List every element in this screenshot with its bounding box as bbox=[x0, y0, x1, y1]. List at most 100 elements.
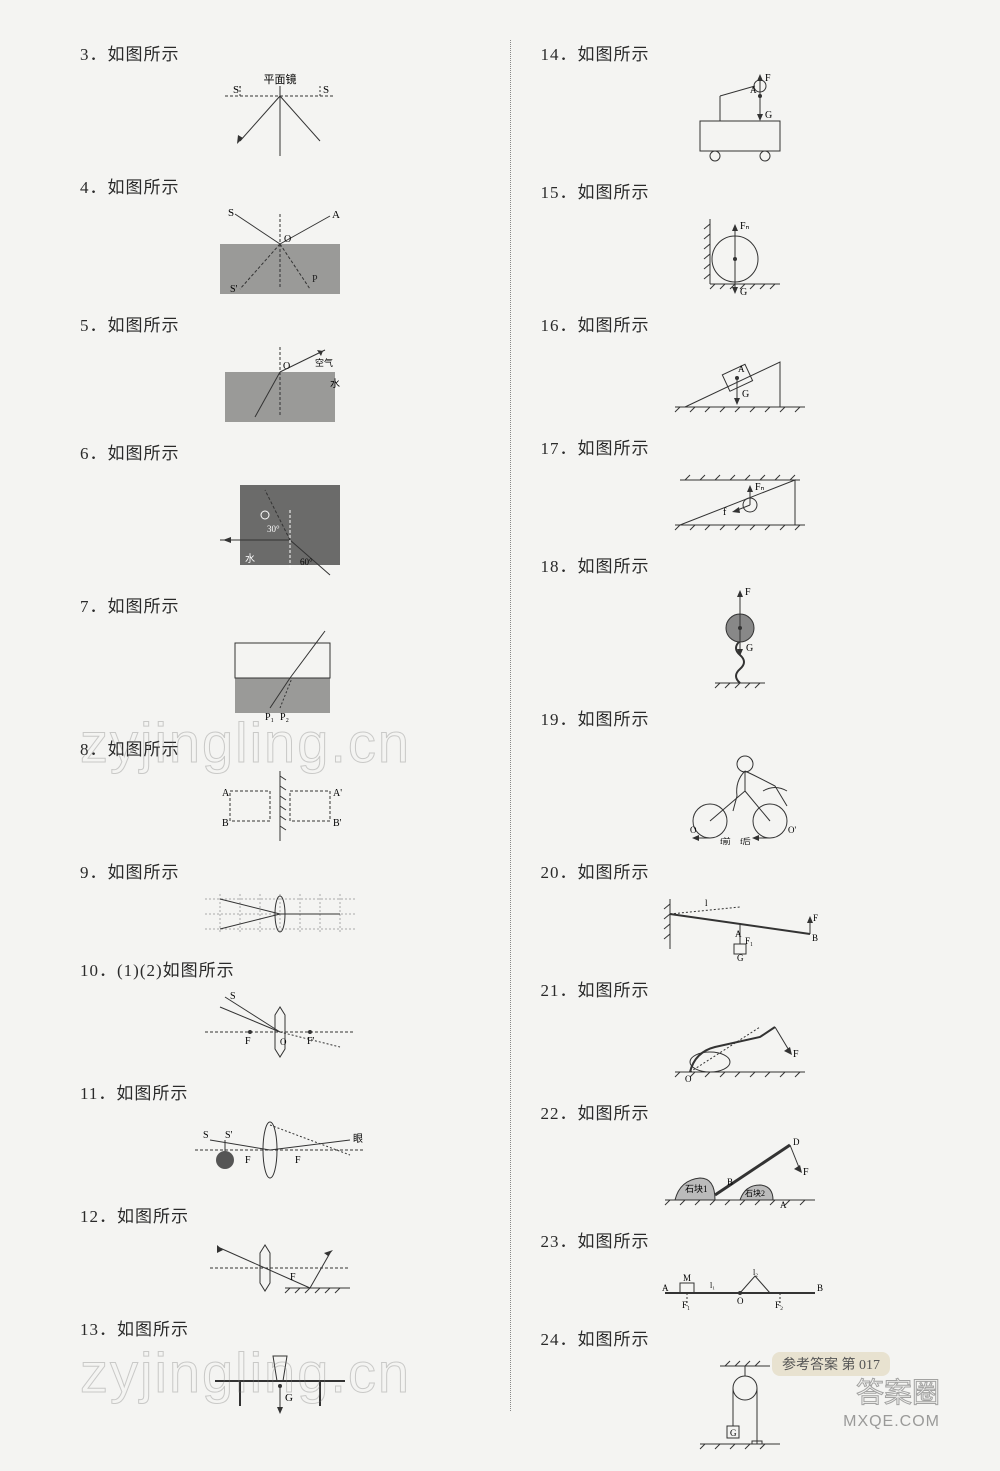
page-root: 3．如图所示 平面镜 S' S bbox=[0, 0, 1000, 1471]
svg-text:A': A' bbox=[333, 788, 342, 799]
svg-text:F: F bbox=[245, 1036, 251, 1047]
item-23: 23．如图所示 A B M O F₁ F₂ bbox=[541, 1227, 941, 1317]
svg-text:P₂: P₂ bbox=[280, 712, 289, 723]
footer-badge: 答案圈 MXQE.COM bbox=[843, 1371, 940, 1431]
svg-text:O: O bbox=[690, 825, 697, 835]
svg-text:B: B bbox=[222, 818, 229, 829]
diagram-22: 石块1 石块2 A B D F bbox=[541, 1130, 941, 1215]
item-13-label: 13．如图所示 bbox=[80, 1315, 480, 1340]
item-12-label: 12．如图所示 bbox=[80, 1202, 480, 1227]
svg-text:f: f bbox=[723, 507, 727, 518]
svg-text:A: A bbox=[750, 85, 757, 95]
svg-text:S': S' bbox=[225, 1130, 233, 1141]
left-column: 3．如图所示 平面镜 S' S bbox=[80, 40, 510, 1411]
svg-text:F₁: F₁ bbox=[745, 936, 753, 946]
svg-text:D: D bbox=[793, 1137, 800, 1147]
item-15-label: 15．如图所示 bbox=[541, 178, 941, 203]
svg-text:A: A bbox=[662, 1283, 669, 1293]
svg-text:l: l bbox=[705, 898, 708, 908]
diagram-4: S A O P S' bbox=[80, 204, 480, 299]
svg-text:石块1: 石块1 bbox=[685, 1183, 708, 1194]
svg-text:眼: 眼 bbox=[353, 1133, 363, 1145]
item-15: 15．如图所示 Fₙ G bbox=[541, 178, 941, 303]
item-4-label: 4．如图所示 bbox=[80, 173, 480, 198]
item-3-label: 3．如图所示 bbox=[80, 40, 480, 65]
diagram-11: S S' F F 眼 bbox=[80, 1110, 480, 1190]
item-20: 20．如图所示 l A F₁ F B bbox=[541, 858, 941, 968]
item-7-label: 7．如图所示 bbox=[80, 592, 480, 617]
badge-title: 答案圈 bbox=[856, 1371, 940, 1411]
svg-text:F₂: F₂ bbox=[775, 1300, 783, 1310]
svg-text:Fₙ: Fₙ bbox=[740, 221, 750, 232]
svg-text:S': S' bbox=[233, 84, 241, 96]
svg-text:S: S bbox=[323, 84, 329, 96]
svg-text:O: O bbox=[737, 1296, 744, 1306]
svg-text:G: G bbox=[740, 287, 747, 298]
svg-text:F: F bbox=[765, 73, 771, 84]
diagram-10: S F O F' bbox=[80, 987, 480, 1067]
svg-text:60°: 60° bbox=[300, 557, 313, 567]
svg-text:S': S' bbox=[230, 284, 238, 295]
svg-text:30°: 30° bbox=[267, 524, 280, 534]
svg-text:f前: f前 bbox=[720, 836, 731, 846]
item-23-label: 23．如图所示 bbox=[541, 1227, 941, 1252]
item-16: 16．如图所示 G A bbox=[541, 311, 941, 426]
diagram-13: G bbox=[80, 1346, 480, 1421]
svg-text:O: O bbox=[280, 1037, 287, 1047]
svg-text:A: A bbox=[780, 1200, 787, 1210]
svg-text:O: O bbox=[284, 234, 291, 245]
item-8-label: 8．如图所示 bbox=[80, 735, 480, 760]
svg-text:S: S bbox=[203, 1130, 209, 1141]
item-18: 18．如图所示 F G bbox=[541, 552, 941, 697]
right-column: 14．如图所示 F A G bbox=[510, 40, 941, 1411]
item-10: 10．(1)(2)如图所示 S F O F' bbox=[80, 956, 480, 1071]
item-9: 9．如图所示 bbox=[80, 858, 480, 948]
svg-text:O': O' bbox=[788, 825, 796, 835]
svg-text:A: A bbox=[738, 364, 745, 374]
item-18-label: 18．如图所示 bbox=[541, 552, 941, 577]
svg-text:G: G bbox=[285, 1392, 293, 1404]
badge-url: MXQE.COM bbox=[843, 1413, 940, 1431]
item-11: 11．如图所示 S S' F F 眼 bbox=[80, 1079, 480, 1194]
item-22: 22．如图所示 石块1 石块2 A B D F bbox=[541, 1099, 941, 1219]
item-11-label: 11．如图所示 bbox=[80, 1079, 480, 1104]
item-3: 3．如图所示 平面镜 S' S bbox=[80, 40, 480, 165]
diagram-20: l A F₁ F B G bbox=[541, 889, 941, 964]
svg-text:A: A bbox=[222, 788, 230, 799]
item-5: 5．如图所示 O 空气 水 bbox=[80, 311, 480, 431]
svg-text:G: G bbox=[730, 1428, 737, 1438]
svg-text:F: F bbox=[813, 913, 818, 923]
svg-text:B: B bbox=[727, 1177, 733, 1187]
item-17: 17．如图所示 Fₙ f bbox=[541, 434, 941, 544]
diagram-7: P₁ P₂ bbox=[80, 623, 480, 723]
item-21: 21．如图所示 O F bbox=[541, 976, 941, 1091]
item-13: 13．如图所示 G bbox=[80, 1315, 480, 1425]
item-17-label: 17．如图所示 bbox=[541, 434, 941, 459]
item-8: 8．如图所示 A A' B B' bbox=[80, 735, 480, 850]
item-10-label: 10．(1)(2)如图所示 bbox=[80, 956, 480, 981]
svg-text:Fₙ: Fₙ bbox=[755, 482, 765, 493]
svg-text:l₂: l₂ bbox=[753, 1268, 758, 1277]
item-22-label: 22．如图所示 bbox=[541, 1099, 941, 1124]
diagram-3: 平面镜 S' S bbox=[80, 71, 480, 161]
svg-text:P: P bbox=[312, 274, 318, 285]
svg-text:F: F bbox=[295, 1155, 301, 1166]
svg-text:石块2: 石块2 bbox=[745, 1188, 765, 1198]
item-14-label: 14．如图所示 bbox=[541, 40, 941, 65]
item-6-label: 6．如图所示 bbox=[80, 439, 480, 464]
svg-text:f后: f后 bbox=[740, 836, 751, 846]
svg-text:A: A bbox=[735, 929, 742, 939]
diagram-5: O 空气 水 bbox=[80, 342, 480, 427]
diagram-9 bbox=[80, 889, 480, 944]
svg-text:O: O bbox=[283, 361, 290, 372]
diagram-12: F bbox=[80, 1233, 480, 1303]
item-12: 12．如图所示 F bbox=[80, 1202, 480, 1307]
svg-text:G: G bbox=[746, 643, 753, 654]
diagram-21: O F bbox=[541, 1007, 941, 1087]
diagram-15: Fₙ G bbox=[541, 209, 941, 299]
diagram-19: O O' f前 f后 bbox=[541, 736, 941, 846]
svg-text:F: F bbox=[290, 1272, 296, 1283]
svg-text:A: A bbox=[332, 209, 340, 221]
svg-text:F: F bbox=[245, 1155, 251, 1166]
svg-text:水: 水 bbox=[330, 378, 340, 390]
